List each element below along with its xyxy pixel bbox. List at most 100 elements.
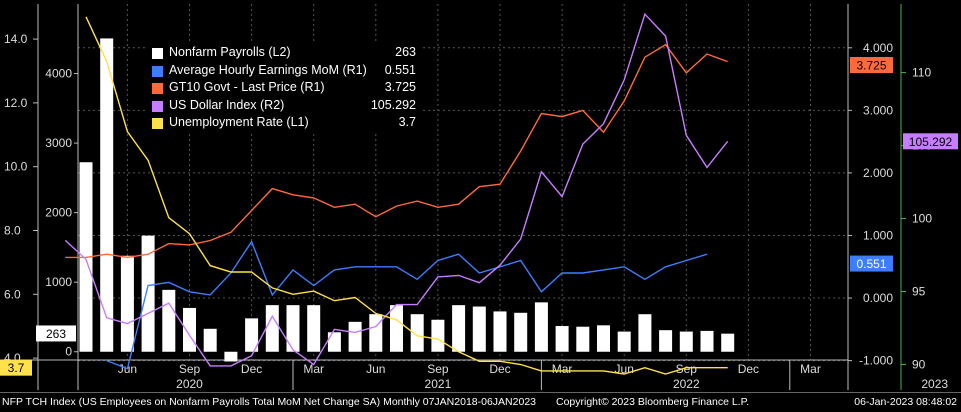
series-line-2: [65, 43, 728, 259]
payrolls-bar: [576, 326, 590, 352]
legend-swatch: [152, 118, 163, 130]
payrolls-bars: [79, 38, 735, 362]
legend-label: Unemployment Rate (L1): [169, 115, 309, 130]
payrolls-bar: [534, 302, 548, 352]
x-tick-label: Mar: [800, 362, 821, 376]
payrolls-bar: [659, 330, 673, 352]
l1-tick-label: 10.0: [4, 160, 28, 174]
payrolls-bar: [307, 305, 321, 352]
right-value-badge-label: 0.551: [856, 257, 886, 271]
legend-value: 3.7: [398, 115, 416, 130]
right-value-badge: [850, 56, 893, 73]
legend-label: Average Hourly Earnings MoM (R1): [169, 62, 367, 77]
legend-label: US Dollar Index (R2): [169, 97, 285, 112]
payrolls-bar: [141, 235, 155, 352]
x-tick-label: Sep: [676, 362, 698, 376]
x-tick-label: Sep: [427, 362, 449, 376]
right-value-badge-label: 3.725: [856, 58, 886, 72]
x-year-label: 2021: [425, 377, 452, 391]
l2-tick-label: 2000: [45, 206, 72, 220]
l2-tick-label: 4000: [45, 67, 72, 81]
payrolls-bar: [452, 305, 466, 352]
payrolls-bar: [390, 305, 403, 352]
x-tick-label: Dec: [489, 362, 510, 376]
legend: Nonfarm Payrolls (L2) 263 Average Hourly …: [146, 44, 422, 132]
r2-tick-label: 90: [912, 357, 926, 371]
x-year-label: 2022: [673, 377, 700, 391]
payrolls-bar: [555, 326, 569, 352]
legend-item: US Dollar Index (R2) 105.292: [146, 97, 422, 115]
series-lines: [64, 12, 729, 375]
r2-tick-label: 95: [912, 284, 926, 298]
payrolls-bar: [617, 331, 631, 352]
payrolls-bar: [100, 38, 114, 352]
legend-swatch: [152, 48, 163, 59]
legend-value: 3.725: [384, 80, 416, 95]
left-value-badge: [0, 359, 32, 376]
payrolls-bar: [700, 330, 714, 352]
x-year-label: 2023: [921, 377, 948, 391]
r1-tick-label: 0.000: [863, 291, 893, 305]
x-tick-label: Mar: [552, 362, 573, 376]
legend-item: Nonfarm Payrolls (L2) 263: [146, 44, 422, 62]
l1-tick-label: 12.0: [4, 96, 28, 110]
series-line-3: [64, 12, 729, 367]
payrolls-bar: [265, 305, 279, 352]
payrolls-bar: [183, 307, 196, 352]
x-tick-label: Dec: [241, 362, 262, 376]
legend-swatch: [152, 83, 163, 95]
payrolls-bar: [493, 311, 507, 352]
payrolls-bar: [514, 312, 528, 352]
footer-bar: NFP TCH Index (US Employees on Nonfarm P…: [0, 392, 961, 412]
footer-copyright: Copyright© 2023 Bloomberg Finance L.P.: [556, 396, 750, 408]
l2-tick-label: 1000: [45, 275, 72, 289]
r1-tick-label: 4.000: [863, 41, 893, 55]
payrolls-bar: [721, 333, 735, 352]
r1-tick-label: -1.000: [859, 354, 893, 368]
series-line-4: [85, 16, 728, 375]
left-value-badge: [36, 325, 76, 342]
legend-swatch: [152, 65, 163, 77]
r1-tick-label: 1.000: [863, 228, 893, 242]
r2-tick-label: 110: [912, 66, 931, 80]
legend-value: 105.292: [370, 97, 416, 112]
payrolls-bar: [597, 325, 610, 352]
series-line-1: [106, 240, 708, 370]
payrolls-bar: [472, 306, 486, 352]
r2-tick-label: 100: [912, 212, 932, 226]
legend-value: 0.551: [384, 62, 416, 77]
payrolls-bar: [348, 321, 362, 352]
l1-tick-label: 8.0: [4, 223, 21, 237]
payrolls-bar: [369, 314, 383, 352]
legend-value: 263: [395, 45, 416, 59]
right-value-badge: [850, 255, 893, 272]
payrolls-bar: [162, 289, 176, 352]
left-value-badge-label: 263: [46, 327, 66, 341]
legend-item: Unemployment Rate (L1) 3.7: [146, 114, 422, 132]
l2-tick-label: 3000: [45, 136, 72, 150]
payrolls-bar: [224, 351, 238, 362]
l1-tick-label: 6.0: [4, 287, 21, 301]
x-tick-label: Sep: [179, 362, 201, 376]
payrolls-bar: [203, 328, 217, 352]
r1-tick-label: 3.000: [863, 103, 893, 117]
payrolls-bar: [410, 314, 424, 352]
payrolls-bar: [120, 255, 134, 352]
legend-item: Average Hourly Earnings MoM (R1) 0.551: [146, 62, 422, 80]
legend-label: Nonfarm Payrolls (L2): [169, 45, 291, 59]
payrolls-bar: [327, 332, 341, 352]
right-value-badge: [903, 133, 958, 150]
payrolls-bar: [286, 305, 300, 352]
legend-swatch: [152, 100, 163, 112]
legend-label: GT10 Govt - Last Price (R1): [169, 80, 325, 95]
x-year-label: 2020: [176, 377, 203, 391]
payrolls-bar: [431, 319, 445, 352]
legend-item: GT10 Govt - Last Price (R1) 3.725: [146, 79, 422, 97]
footer-timestamp: 06-Jan-2023 08:48:02: [854, 396, 957, 408]
r1-tick-label: 2.000: [863, 166, 893, 180]
payrolls-bar: [638, 314, 652, 352]
payrolls-bar: [679, 331, 693, 352]
x-tick-label: Mar: [303, 362, 324, 376]
footer-source: NFP TCH Index (US Employees on Nonfarm P…: [2, 396, 536, 408]
